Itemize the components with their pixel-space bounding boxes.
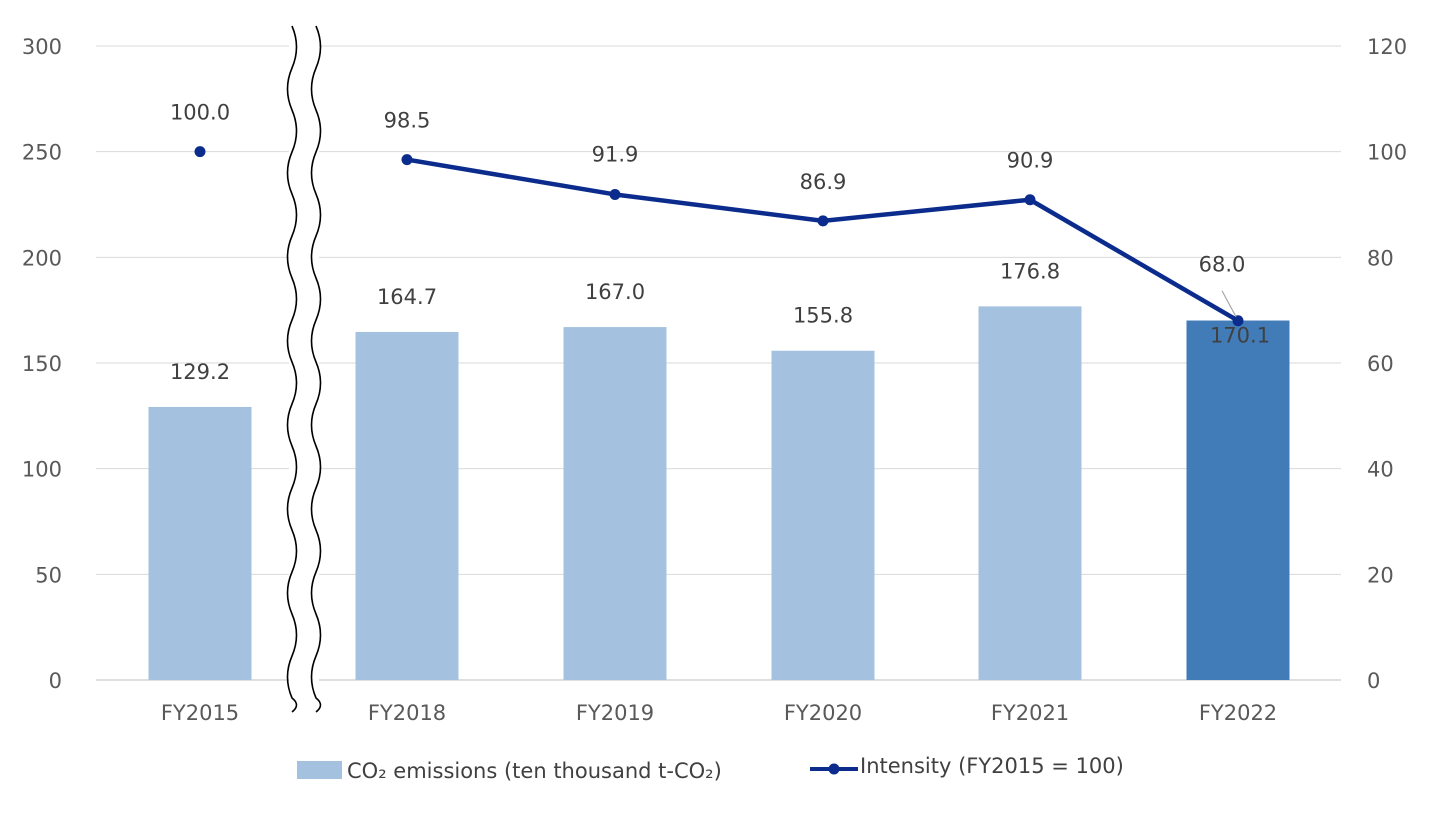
left-axis-tick-label: 50 <box>35 563 62 587</box>
right-axis-tick-label: 80 <box>1367 246 1394 270</box>
data-label-leader <box>1221 290 1237 318</box>
line-point <box>609 188 621 200</box>
axis-break-wave-left <box>286 25 298 713</box>
axes: 0 50 100 150 200 250 300 0 20 40 60 80 100 120 FY2015 F… <box>22 35 1407 725</box>
line-data-label: 86.9 <box>800 170 847 194</box>
line-data-label: 100.0 <box>170 101 230 125</box>
bar-data-label: 129.2 <box>170 360 230 384</box>
x-axis-tick-label: FY2015 <box>161 701 239 725</box>
x-axis-tick-label: FY2018 <box>368 701 446 725</box>
bar <box>1186 320 1290 680</box>
right-axis-tick-label: 20 <box>1367 563 1394 587</box>
bar-data-label: 170.1 <box>1210 324 1270 348</box>
left-axis-tick-label: 300 <box>22 35 62 59</box>
legend-line-label: Intensity (FY2015 = 100) <box>860 754 1124 778</box>
legend-bar-swatch <box>297 761 342 779</box>
x-axis-tick-label: FY2019 <box>576 701 654 725</box>
line-series <box>194 146 1244 327</box>
right-axis-tick-label: 0 <box>1367 669 1380 693</box>
left-axis-tick-label: 0 <box>49 669 62 693</box>
line-data-label: 68.0 <box>1199 253 1246 277</box>
gridlines <box>96 45 1341 681</box>
bar-data-label: 155.8 <box>793 304 853 328</box>
legend-line-marker <box>828 763 840 775</box>
right-axis-tick-label: 100 <box>1367 141 1407 165</box>
line-point <box>1024 194 1036 206</box>
legend-bar-label: CO₂ emissions (ten thousand t-CO₂) <box>347 759 722 783</box>
bar-data-label: 176.8 <box>1000 259 1060 283</box>
bar-data-label: 164.7 <box>377 285 437 309</box>
bar <box>148 406 252 680</box>
legend: CO₂ emissions (ten thousand t-CO₂) Inten… <box>297 754 1124 783</box>
line-point <box>401 154 413 166</box>
line-data-label: 98.5 <box>384 109 431 133</box>
line-point <box>817 215 829 227</box>
bar-data-label: 167.0 <box>585 280 645 304</box>
right-axis-tick-label: 40 <box>1367 458 1394 482</box>
bar <box>771 350 875 680</box>
axis-break <box>286 24 322 714</box>
left-axis-tick-label: 250 <box>22 141 62 165</box>
axis-break-wave-right <box>310 25 322 713</box>
data-labels: 129.2 164.7 167.0 155.8 176.8 170.1 100.0 98.5 9… <box>170 101 1270 384</box>
right-axis-tick-label: 60 <box>1367 352 1394 376</box>
x-axis-tick-label: FY2022 <box>1199 701 1277 725</box>
bar <box>563 327 667 680</box>
line-data-label: 90.9 <box>1007 149 1054 173</box>
x-axis-tick-label: FY2020 <box>784 701 862 725</box>
bar <box>355 331 459 680</box>
x-axis-tick-label: FY2021 <box>991 701 1069 725</box>
right-axis-tick-label: 120 <box>1367 35 1407 59</box>
left-axis-tick-label: 150 <box>22 352 62 376</box>
left-axis-tick-label: 200 <box>22 246 62 270</box>
line-point <box>194 146 206 158</box>
left-axis-tick-label: 100 <box>22 458 62 482</box>
bar-series <box>148 306 1290 680</box>
line-point <box>1232 315 1244 327</box>
line-data-label: 91.9 <box>592 142 639 166</box>
bar <box>978 306 1082 680</box>
